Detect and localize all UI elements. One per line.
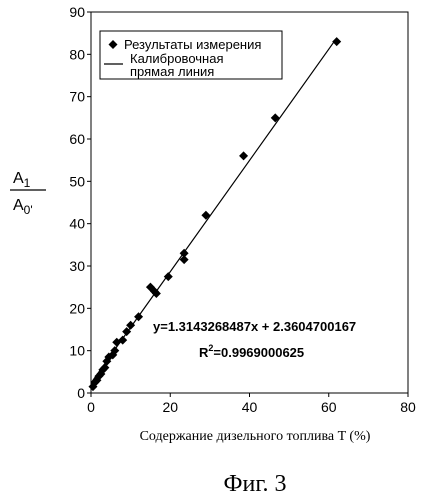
fit-r-squared: R2=0.9969000625	[199, 343, 304, 360]
y-tick-label: 40	[69, 216, 85, 232]
data-point	[179, 255, 189, 265]
data-point	[126, 320, 136, 330]
x-tick-label: 40	[242, 399, 258, 415]
y-axis-label: A1 A0'	[10, 170, 46, 217]
data-point	[151, 289, 161, 299]
data-point	[270, 113, 280, 123]
y-tick-label: 10	[69, 343, 85, 359]
x-tick-label: 20	[162, 399, 178, 415]
data-point	[163, 272, 173, 282]
fit-equation: y=1.3143268487x + 2.3604700167	[153, 319, 356, 334]
legend-label-markers: Результаты измерения	[124, 37, 261, 52]
data-points	[88, 37, 342, 392]
ylabel-denominator-sub: 0'	[24, 203, 33, 217]
data-point	[122, 327, 132, 337]
r2-value: =0.9969000625	[213, 345, 304, 360]
x-axis-label: Содержание дизельного топлива T (%)	[140, 429, 371, 444]
legend: Результаты измерения Калибровочная пряма…	[99, 30, 283, 80]
data-point	[239, 151, 249, 161]
legend-label-line-1: Калибровочная	[130, 51, 223, 66]
svg-text:A1: A1	[13, 170, 31, 190]
ylabel-numerator-sub: 1	[24, 176, 31, 190]
data-point	[118, 335, 128, 345]
ylabel-numerator: A	[13, 170, 24, 187]
y-tick-label: 80	[69, 46, 85, 62]
data-point	[179, 248, 189, 258]
y-tick-label: 90	[69, 4, 85, 20]
data-point	[332, 37, 342, 47]
legend-label-line-2: прямая линия	[130, 64, 214, 79]
x-tick-label: 60	[321, 399, 337, 415]
y-tick-label: 30	[69, 258, 85, 274]
legend-marker-icon	[108, 40, 118, 49]
data-point	[201, 210, 211, 220]
tick-labels: 0 10 20 30 40 50 60 70 80 90 0 20 40 60 80	[69, 4, 416, 415]
data-point	[110, 346, 120, 356]
svg-text:A0': A0'	[13, 197, 33, 217]
data-point	[134, 312, 144, 322]
y-tick-label: 20	[69, 300, 85, 316]
r2-label: R	[199, 345, 209, 360]
x-tick-label: 80	[400, 399, 416, 415]
ylabel-denominator: A	[13, 197, 24, 214]
y-tick-label: 50	[69, 173, 85, 189]
y-tick-label: 70	[69, 89, 85, 105]
y-tick-label: 0	[77, 385, 85, 401]
figure-caption: Фиг. 3	[224, 471, 287, 497]
y-tick-label: 60	[69, 131, 85, 147]
x-tick-label: 0	[87, 399, 95, 415]
r2-superscript: 2	[208, 343, 213, 353]
